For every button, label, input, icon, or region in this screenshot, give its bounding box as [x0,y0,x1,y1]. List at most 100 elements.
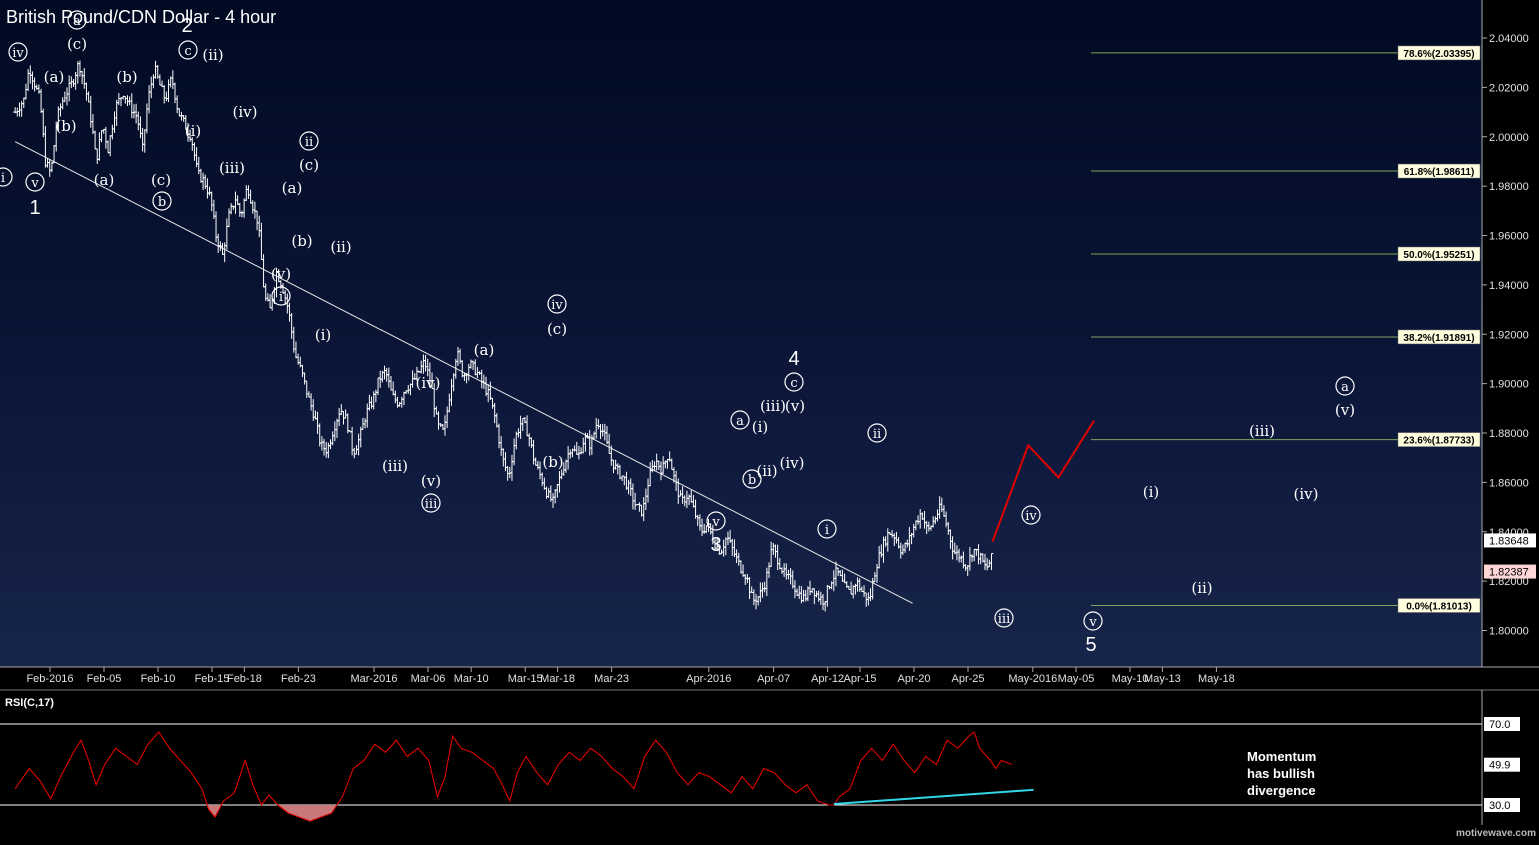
wave-label: (a) [94,171,115,189]
wave-circle [67,10,87,30]
price-tick-label: 1.96000 [1489,231,1529,243]
fib-label-4: 23.6%(1.87733) [1403,436,1474,447]
wave-paren-text: (iii) [760,397,786,415]
wave-circle [0,167,13,187]
wave-circle-text: a [73,14,81,29]
wave-label: i [0,167,13,187]
date-tick-label: Mar-18 [540,673,575,685]
wave-label: (v) [785,397,805,415]
rsi-current-box [1484,757,1520,772]
wave-label: iii [994,608,1014,628]
wave-circle [547,294,567,314]
wave-label: 1 [29,197,40,219]
wave-label: (ii) [330,238,351,256]
wave-paren-text: (a) [44,68,65,86]
wave-paren-text: (c) [299,156,319,174]
date-tick-label: Feb-18 [227,673,262,685]
wave-circle-text: iii [425,497,437,512]
wave-circle [178,40,198,60]
wave-label: (iii) [219,159,245,177]
wave-circle [706,511,726,531]
wave-circle [8,42,28,62]
date-tick-label: Mar-10 [454,673,489,685]
wave-paren-text: (ii) [202,46,223,64]
wave-circle [742,469,762,489]
price-tick-label: 1.98000 [1489,181,1529,193]
date-tick-label: Apr-15 [843,673,876,685]
wave-degree-number: 2 [181,15,192,37]
trendlines [14,141,913,604]
wave-label: i [271,286,291,306]
wave-circle-text: i [279,290,283,305]
date-tick-label: Apr-07 [757,673,790,685]
wave-label: iv [547,294,567,314]
date-tick-label: Feb-10 [141,673,176,685]
wave-label: (b) [55,117,76,135]
fib-label-box-4 [1397,432,1481,447]
wave-paren-text: (c) [67,35,87,53]
wave-circle-text: b [158,195,166,210]
rsi-label: RSI(C,17) [5,697,54,709]
wave-circle-text: v [1088,615,1097,630]
date-tick-label: Feb-15 [195,673,230,685]
fib-label-0: 78.6%(2.03395) [1403,49,1474,60]
wave-paren-text: (iv) [233,103,258,121]
wave-paren-text: (v) [271,265,291,283]
wave-label: c [784,372,804,392]
wave-labels: iva(c)2c (ii)(a) (b)(b) (i)(iv)ii(c)(iii)i v… [0,10,1355,656]
rsi-line [14,731,1013,822]
wave-paren-text: (ii) [330,238,351,256]
rsi-divergence-line [833,788,1034,805]
wave-label: (ii) [1191,579,1212,597]
wave-label: (a) [44,68,65,86]
wave-label: (iv) [780,454,805,472]
wave-label: (i) [185,122,202,140]
date-tick-label: May-13 [1144,673,1181,685]
date-tick-label: Feb-23 [281,673,316,685]
wave-degree-number: 4 [788,348,799,370]
wave-circle [994,608,1014,628]
wave-label: b [742,469,762,489]
wave-paren-text: (i) [1143,483,1160,501]
rsi-current-label: 49.9 [1489,760,1510,772]
wave-label: ii [867,423,887,443]
wave-paren-text: (a) [282,179,303,197]
date-tick-label: Apr-2016 [686,673,731,685]
price-tick-label: 1.92000 [1489,329,1529,341]
price-tick-label: 1.82000 [1489,576,1529,588]
wave-paren-text: (v) [1335,401,1355,419]
wave-label: (iv) [1294,485,1319,503]
wave-paren-text: (iv) [416,374,441,392]
wave-paren-text: (iii) [1249,422,1275,440]
wave-circle-text: ii [305,135,313,150]
wave-paren-text: (iii) [382,457,408,475]
wave-label: (b) [116,68,137,86]
price-tick-label: 2.04000 [1489,33,1529,45]
wave-circle [152,191,172,211]
price-axis-background [1482,0,1539,667]
wave-circle-text: a [1341,380,1349,395]
wave-label: (iv) [233,103,258,121]
date-tick-label: May-2016 [1008,673,1057,685]
wave-label: (c) [151,171,171,189]
price-tick-label: 2.02000 [1489,82,1529,94]
date-tick-label: May-10 [1112,673,1149,685]
ohlc-bars [13,60,994,612]
wave-circle-text: iv [1025,509,1037,524]
wave-label: (v) [421,472,441,490]
wave-label: (c) [299,156,319,174]
wave-paren-text: (i) [185,122,202,140]
wave-paren-text: (iii) [219,159,245,177]
fib-label-5: 0.0%(1.81013) [1406,601,1472,612]
wave-label: iv [8,42,28,62]
wave-projection-line [991,420,1095,542]
fib-label-2: 50.0%(1.95251) [1403,250,1474,261]
date-tick-label: Mar-23 [594,673,629,685]
wave-label: (iii) [760,397,786,415]
marker-price-box [1484,564,1536,579]
wave-label: a [67,10,87,30]
price-tick-label: 1.86000 [1489,477,1529,489]
wave-label: ii [299,131,319,151]
date-tick-label: Apr-25 [951,673,984,685]
